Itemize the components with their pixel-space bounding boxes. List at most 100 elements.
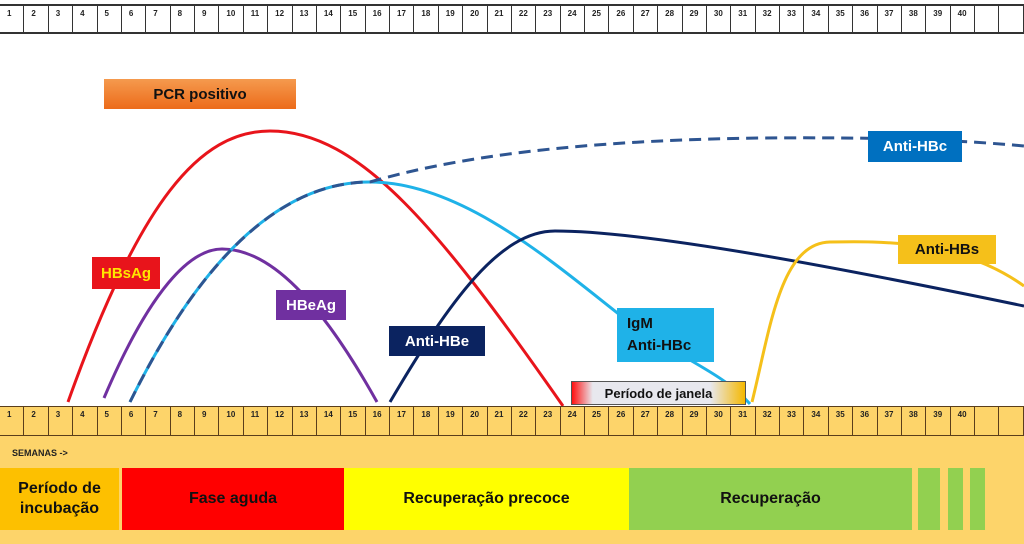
week-cell: 15 [341, 407, 366, 435]
hbsag-curve [66, 129, 565, 407]
recovery-stripe [948, 468, 963, 530]
week-cell: 27 [634, 407, 659, 435]
week-cell: 40 [951, 6, 975, 32]
week-cell: 22 [512, 407, 537, 435]
week-cell: 11 [244, 407, 269, 435]
week-cell: 18 [414, 6, 439, 32]
phase-acute: Fase aguda [122, 468, 344, 530]
window-period-label: Período de janela [571, 381, 746, 405]
week-cell: 21 [488, 407, 512, 435]
week-cell: 24 [561, 6, 585, 32]
week-cell: 16 [366, 6, 390, 32]
week-cell: 27 [634, 6, 659, 32]
recovery-stripe [970, 468, 985, 530]
week-cell: 4 [73, 6, 98, 32]
week-cell: 33 [780, 6, 805, 32]
anti-hbs-label: Anti-HBs [898, 235, 996, 264]
week-cell: 14 [317, 407, 342, 435]
week-cell: 31 [731, 6, 756, 32]
week-cell: 37 [878, 6, 902, 32]
week-cell: 8 [171, 407, 195, 435]
week-cell: 28 [658, 407, 683, 435]
hbeag-curve [102, 247, 379, 403]
week-cell: 17 [390, 407, 415, 435]
week-cell: 25 [585, 407, 610, 435]
week-cell [999, 407, 1024, 435]
week-cell: 23 [536, 407, 561, 435]
top-week-ruler: 1 2 3 4 5 6 7 8 9 10 11 12 13 14 15 16 17 18 19 20 21 22 23 24 2… [0, 4, 1024, 34]
week-cell: 9 [195, 407, 220, 435]
week-cell: 29 [683, 407, 707, 435]
week-cell: 22 [512, 6, 537, 32]
week-cell: 13 [293, 407, 317, 435]
week-cell: 39 [926, 407, 951, 435]
week-cell: 7 [146, 407, 171, 435]
anti-hbc-label: Anti-HBc [868, 131, 962, 162]
week-cell: 20 [463, 6, 488, 32]
week-cell: 3 [49, 407, 74, 435]
bottom-week-ruler: 1 2 3 4 5 6 7 8 9 10 11 12 13 14 15 16 17 18 19 20 21 22 23 24 2… [0, 406, 1024, 436]
week-cell: 36 [853, 6, 878, 32]
week-cell: 13 [293, 6, 317, 32]
week-cell: 12 [268, 6, 293, 32]
week-cell: 38 [902, 407, 927, 435]
hbeag-label: HBeAg [276, 290, 346, 320]
week-cell: 1 [0, 407, 25, 435]
week-cell: 34 [804, 6, 829, 32]
anti-hbe-label: Anti-HBe [389, 326, 485, 356]
anti-hbe-curve [388, 229, 1024, 403]
week-cell: 10 [219, 407, 244, 435]
week-cell: 19 [439, 407, 464, 435]
week-cell: 17 [390, 6, 415, 32]
week-cell: 1 [0, 6, 25, 32]
week-cell: 26 [609, 407, 634, 435]
week-cell: 5 [98, 6, 122, 32]
week-cell: 30 [707, 407, 732, 435]
week-cell: 3 [49, 6, 74, 32]
week-cell: 36 [853, 407, 878, 435]
weeks-axis-label: SEMANAS -> [12, 448, 68, 458]
recovery-stripe [918, 468, 940, 530]
week-cell: 33 [780, 407, 805, 435]
week-cell: 10 [219, 6, 244, 32]
week-cell: 11 [244, 6, 269, 32]
anti-hbs-curve [750, 240, 1024, 403]
week-cell: 25 [585, 6, 610, 32]
week-cell: 30 [707, 6, 732, 32]
week-cell: 32 [756, 407, 780, 435]
week-cell: 5 [98, 407, 122, 435]
week-cell: 14 [317, 6, 342, 32]
week-cell: 32 [756, 6, 780, 32]
anti-hbc-curve [128, 136, 1024, 403]
week-cell: 2 [24, 6, 49, 32]
week-cell: 34 [804, 407, 829, 435]
week-cell: 24 [561, 407, 585, 435]
week-cell: 23 [536, 6, 561, 32]
week-cell: 7 [146, 6, 171, 32]
week-cell [999, 6, 1024, 32]
week-cell: 16 [366, 407, 390, 435]
week-cell: 40 [951, 407, 975, 435]
week-cell: 35 [829, 407, 854, 435]
pcr-positive-label: PCR positivo [104, 79, 296, 109]
phase-incubation: Período de incubação [0, 468, 119, 530]
week-cell: 26 [609, 6, 634, 32]
igm-anti-hbc-label: IgM Anti-HBc [617, 308, 714, 362]
week-cell: 19 [439, 6, 464, 32]
hbsag-label: HBsAg [92, 257, 160, 289]
week-cell: 9 [195, 6, 220, 32]
week-cell: 4 [73, 407, 98, 435]
igm-label-line2: Anti-HBc [627, 337, 692, 354]
igm-label-line1: IgM [627, 315, 653, 332]
igm-anti-hbc-curve [128, 180, 752, 405]
week-cell: 35 [829, 6, 854, 32]
week-cell: 15 [341, 6, 366, 32]
week-cell: 20 [463, 407, 488, 435]
week-cell: 38 [902, 6, 927, 32]
week-cell: 8 [171, 6, 195, 32]
week-cell: 37 [878, 407, 902, 435]
week-cell: 6 [122, 407, 147, 435]
phase-early-recovery: Recuperação precoce [344, 468, 629, 530]
week-cell: 39 [926, 6, 951, 32]
week-cell: 31 [731, 407, 756, 435]
